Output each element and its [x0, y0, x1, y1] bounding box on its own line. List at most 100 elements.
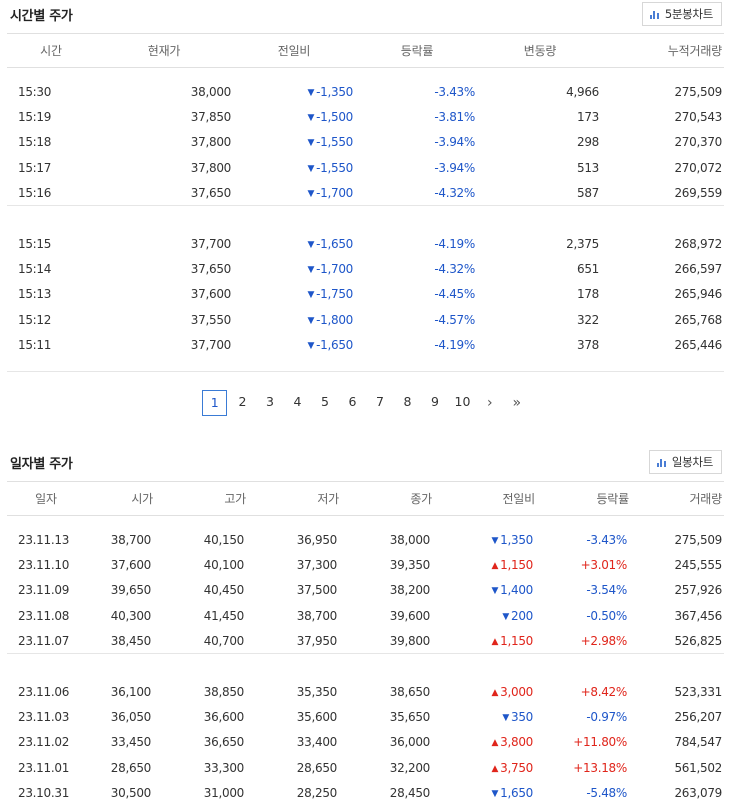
time-cell: 15:11: [18, 337, 52, 352]
rate-cell: -4.57%: [434, 312, 475, 327]
pagination: 1 2 3 4 5 6 7 8 9 10 › »: [0, 390, 731, 416]
table-row: 23.11.06 36,100 38,850 35,350 38,650 ▲ 3,000 +8…: [7, 679, 724, 704]
cumulative-volume-cell: 268,972: [674, 237, 722, 252]
table-header-row: 일자 시가 고가 저가 종가 전일비 등락률 거래량: [7, 481, 724, 516]
volume-cell: 784,547: [674, 735, 722, 750]
close-cell: 39,350: [389, 558, 431, 573]
page-link-2[interactable]: 2: [238, 394, 247, 409]
divider: [7, 652, 724, 680]
volume-delta-cell: 178: [576, 287, 599, 302]
change-value: -1,350: [316, 85, 353, 100]
high-cell: 40,450: [203, 583, 245, 598]
table-row: 23.11.07 38,450 40,700 37,950 39,800 ▲ 1,150 +2…: [7, 628, 724, 653]
low-cell: 28,250: [296, 785, 338, 800]
low-cell: 37,500: [296, 583, 338, 598]
change-cell: ▼ 350: [432, 705, 535, 730]
date-cell: 23.11.13: [18, 533, 70, 548]
change-value: -1,550: [316, 135, 353, 150]
down-arrow-icon: ▼: [307, 138, 315, 149]
low-cell: 35,350: [296, 685, 338, 700]
volume-cell: 275,509: [674, 533, 722, 548]
divider: [7, 371, 724, 372]
cumulative-volume-cell: 265,946: [674, 287, 722, 302]
daily-chart-button[interactable]: 일봉차트: [648, 450, 722, 474]
time-section-header: 시간별 주가 5분봉차트: [7, 0, 724, 30]
price-cell: 37,650: [190, 262, 232, 277]
five-minute-chart-label: 5분봉차트: [664, 7, 713, 21]
spacer: [7, 68, 724, 80]
change-value: 1,150: [500, 558, 533, 573]
rate-cell: -3.54%: [586, 583, 627, 598]
page-link-8[interactable]: 8: [403, 394, 412, 409]
change-cell: ▼ -1,800: [233, 307, 355, 332]
rate-cell: -3.81%: [434, 110, 475, 125]
table-row: 15:18 37,800 ▼ -1,550 -3.94% 298 270,370: [7, 130, 724, 155]
table-row: 15:14 37,650 ▼ -1,700 -4.32% 651 266,597: [7, 257, 724, 282]
five-minute-chart-button[interactable]: 5분봉차트: [641, 2, 722, 26]
divider: [7, 204, 724, 232]
page-link-10[interactable]: 10: [454, 394, 471, 409]
change-cell: ▼ -1,550: [233, 130, 355, 155]
col-header-open: 시가: [85, 481, 153, 516]
date-cell: 23.11.06: [18, 685, 70, 700]
rate-cell: -4.19%: [434, 237, 475, 252]
time-cell: 15:12: [18, 312, 52, 327]
page-link-4[interactable]: 4: [293, 394, 302, 409]
table-row: 15:30 38,000 ▼ -1,350 -3.43% 4,966 275,509: [7, 80, 724, 105]
page-link-5[interactable]: 5: [321, 394, 329, 409]
col-header-change: 전일비: [233, 33, 355, 68]
next-page-icon[interactable]: ›: [486, 395, 493, 411]
high-cell: 40,100: [203, 558, 245, 573]
page-link-1[interactable]: 1: [202, 390, 228, 416]
last-page-icon[interactable]: »: [512, 395, 522, 411]
rate-cell: -3.94%: [434, 160, 475, 175]
col-header-price: 현재가: [95, 33, 233, 68]
low-cell: 28,650: [296, 760, 338, 775]
table-row: 15:12 37,550 ▼ -1,800 -4.57% 322 265,768: [7, 307, 724, 332]
time-cell: 15:15: [18, 237, 52, 252]
close-cell: 39,600: [389, 608, 431, 623]
rate-cell: -3.43%: [586, 533, 627, 548]
volume-delta-cell: 322: [576, 312, 599, 327]
change-cell: ▼ -1,500: [233, 105, 355, 130]
table-row: 15:13 37,600 ▼ -1,750 -4.45% 178 265,946: [7, 282, 724, 307]
low-cell: 37,300: [296, 558, 338, 573]
change-value: -1,650: [316, 337, 353, 352]
volume-delta-cell: 378: [576, 337, 599, 352]
bar-chart-icon: [656, 457, 667, 467]
col-header-volume-delta: 변동량: [479, 33, 601, 68]
rate-cell: +2.98%: [580, 633, 628, 648]
change-cell: ▼ 200: [432, 603, 535, 628]
cumulative-volume-cell: 265,768: [674, 312, 722, 327]
page-link-7[interactable]: 7: [376, 394, 384, 409]
col-header-rate: 등락률: [535, 481, 629, 516]
table-row: 15:19 37,850 ▼ -1,500 -3.81% 173 270,543: [7, 105, 724, 130]
page-link-9[interactable]: 9: [431, 394, 439, 409]
high-cell: 36,600: [203, 710, 245, 725]
col-header-date: 일자: [7, 481, 85, 516]
change-cell: ▼ 1,650: [432, 780, 535, 802]
change-cell: ▼ 1,350: [432, 528, 535, 553]
table-header-row: 시간 현재가 전일비 등락률 변동량 누적거래량: [7, 33, 724, 68]
col-header-rate: 등락률: [355, 33, 479, 68]
col-header-volume: 거래량: [629, 481, 724, 516]
close-cell: 38,200: [389, 583, 431, 598]
page-link-3[interactable]: 3: [266, 394, 274, 409]
low-cell: 33,400: [296, 735, 338, 750]
change-cell: ▲ 3,000: [432, 679, 535, 704]
volume-delta-cell: 513: [576, 160, 599, 175]
daily-section-title: 일자별 주가: [10, 457, 73, 472]
volume-cell: 257,926: [674, 583, 722, 598]
high-cell: 40,700: [203, 633, 245, 648]
daily-chart-label: 일봉차트: [671, 455, 713, 469]
down-arrow-icon: ▼: [307, 315, 315, 326]
open-cell: 39,650: [110, 583, 152, 598]
table-row: 15:15 37,700 ▼ -1,650 -4.19% 2,375 268,972: [7, 231, 724, 256]
high-cell: 31,000: [203, 785, 245, 800]
date-cell: 23.11.02: [18, 735, 70, 750]
change-cell: ▲ 1,150: [432, 553, 535, 578]
change-value: 3,750: [500, 760, 533, 775]
page-link-6[interactable]: 6: [348, 394, 357, 409]
col-header-high: 고가: [153, 481, 246, 516]
change-value: -1,500: [316, 110, 353, 125]
